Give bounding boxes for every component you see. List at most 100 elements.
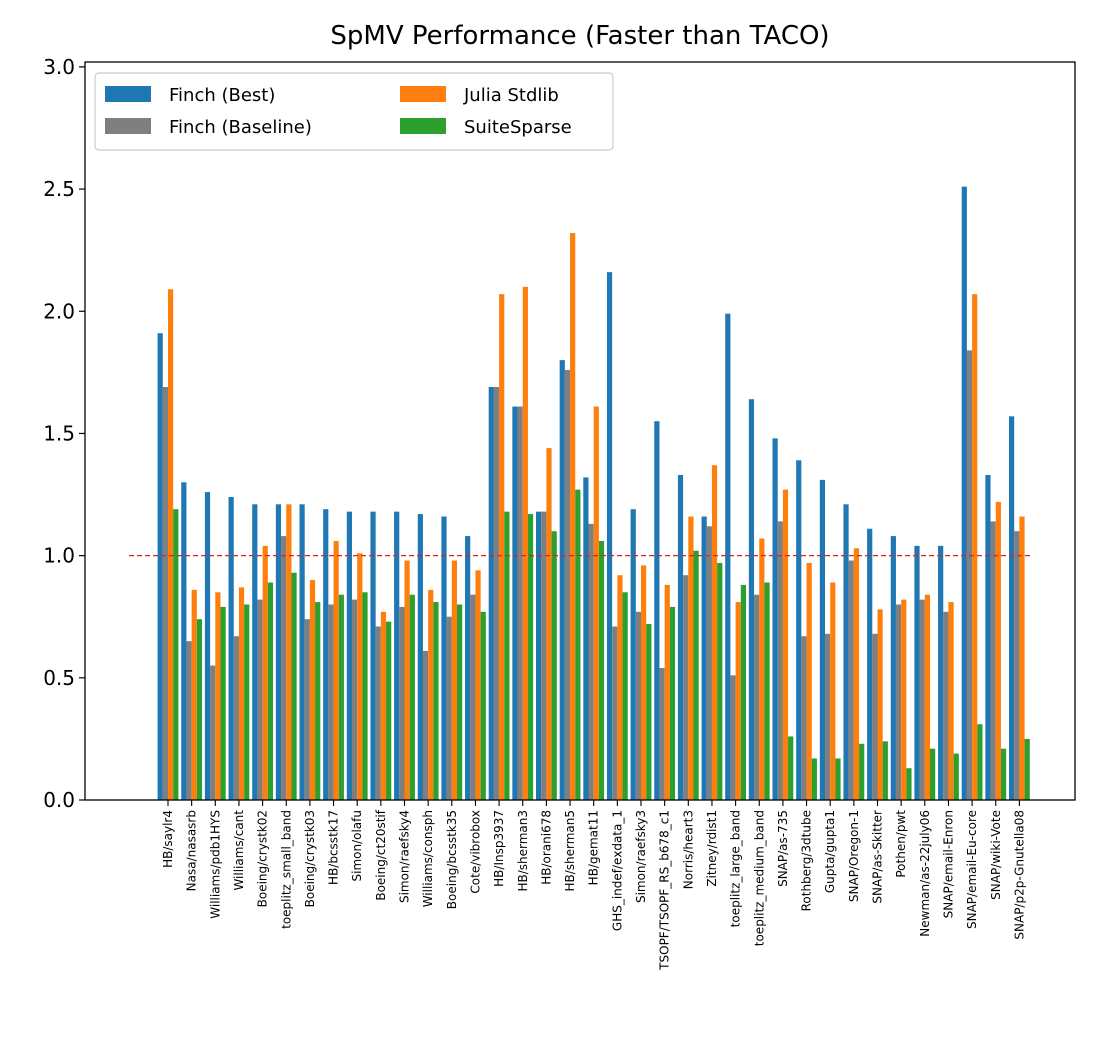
bar: [906, 768, 912, 800]
bar: [919, 599, 925, 800]
bar: [853, 548, 860, 800]
bar: [362, 592, 368, 800]
bar: [228, 496, 234, 800]
bar: [394, 511, 400, 800]
legend-swatch: [105, 86, 151, 102]
x-tick-label: Rothberg/3dtube: [800, 810, 814, 911]
legend-label: Julia Stdlib: [463, 85, 559, 106]
bar: [1000, 748, 1007, 800]
legend-label: Finch (Baseline): [169, 117, 312, 138]
x-tick-label: Cote/vibrobox: [468, 810, 482, 894]
bar: [788, 736, 794, 800]
bar: [688, 516, 694, 800]
bar: [346, 511, 352, 800]
bar: [641, 565, 647, 800]
bar: [740, 584, 746, 800]
bar: [683, 575, 689, 800]
bar: [291, 572, 297, 800]
bar: [830, 582, 836, 800]
bar: [304, 619, 310, 800]
bar: [730, 675, 736, 800]
bar: [811, 758, 817, 800]
bar: [693, 550, 699, 800]
bar: [422, 650, 429, 800]
bar: [725, 313, 731, 800]
y-tick-label: 1.0: [43, 544, 75, 568]
bar: [835, 758, 841, 800]
bar: [961, 186, 967, 800]
bar: [244, 604, 250, 800]
bar: [711, 465, 718, 800]
bar: [622, 592, 628, 800]
bar: [162, 387, 168, 800]
x-tick-label: toeplitz_small_band: [279, 810, 293, 929]
series-2: [168, 233, 1025, 800]
bar: [772, 438, 778, 800]
bar: [328, 604, 334, 800]
bar: [499, 294, 505, 800]
x-tick-label: Gupta/gupta1: [823, 810, 837, 893]
bar: [914, 545, 920, 800]
bar: [570, 233, 576, 800]
y-tick-label: 2.0: [43, 299, 75, 323]
x-tick-label: Boeing/ct20stif: [374, 809, 388, 900]
bar: [527, 514, 534, 800]
x-tick-label: Zitney/rdist1: [705, 810, 719, 887]
bar: [588, 523, 594, 800]
bar: [409, 594, 415, 800]
x-tick-label: SNAP/Oregon-1: [847, 810, 861, 902]
bar: [990, 521, 996, 800]
bar: [966, 350, 973, 800]
plot-area: 0.0 0.5 1.0 1.5 2.0 2.5 3.0 HB/saylr4 Nasa/nasas…: [43, 55, 1076, 971]
bar: [252, 504, 258, 800]
x-tick-label: Boeing/bcsstk35: [445, 810, 459, 909]
x-tick-label: toeplitz_large_band: [729, 810, 743, 927]
bar: [848, 560, 854, 800]
bar: [173, 509, 179, 800]
bar: [1019, 516, 1025, 800]
series-0: [157, 186, 1015, 800]
x-tick-label: SNAP/as-Skitter: [871, 810, 885, 904]
bar: [238, 587, 245, 800]
bar: [275, 504, 282, 800]
bar: [564, 369, 571, 800]
legend-label: SuiteSparse: [464, 117, 572, 138]
x-tick-label: Boeing/crystk03: [303, 810, 317, 907]
bar: [764, 582, 770, 800]
bar: [901, 599, 907, 800]
bar: [617, 575, 623, 800]
x-tick-label: SNAP/email-Eu-core: [965, 810, 979, 929]
bar: [267, 582, 273, 800]
bar: [386, 621, 392, 800]
bar: [465, 536, 471, 800]
bar: [404, 560, 410, 800]
x-tick-label: Williams/cant: [232, 810, 246, 891]
x-tick-label: SNAP/as-735: [776, 810, 790, 887]
bar: [338, 594, 344, 800]
bar: [315, 602, 321, 800]
bar: [286, 504, 292, 800]
y-tick-label: 1.5: [43, 421, 75, 445]
bar: [948, 602, 954, 800]
bar: [281, 536, 287, 800]
x-tick-label: Newman/as-22july06: [918, 810, 932, 937]
bar: [181, 482, 187, 800]
bar: [759, 538, 765, 800]
legend-swatch: [400, 118, 446, 134]
bar: [972, 294, 978, 800]
bar: [196, 619, 203, 800]
bar: [598, 540, 605, 800]
bar: [796, 460, 802, 800]
bar: [215, 592, 221, 800]
bar: [701, 516, 707, 800]
x-tick-label: Pothen/pwt: [894, 810, 908, 878]
legend-item: Julia Stdlib: [400, 85, 559, 106]
bar: [352, 599, 358, 800]
bar: [1009, 416, 1015, 800]
bar: [375, 626, 381, 800]
y-tick-label: 0.5: [43, 666, 75, 690]
bar: [867, 528, 873, 800]
bar: [995, 501, 1001, 800]
